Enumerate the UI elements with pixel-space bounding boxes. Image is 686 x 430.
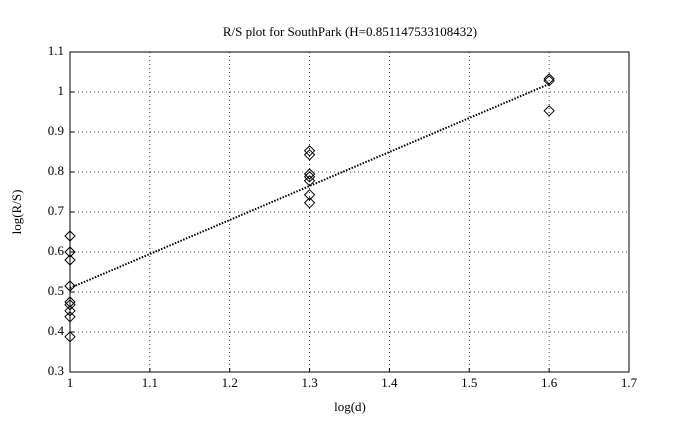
data-point <box>64 230 76 242</box>
x-tick-label: 1.2 <box>222 375 238 390</box>
y-tick-label: 0.5 <box>48 283 64 298</box>
data-point <box>543 73 555 85</box>
data-point <box>303 168 316 180</box>
data-point <box>303 189 316 201</box>
data-point <box>303 149 316 161</box>
data-point <box>64 254 76 266</box>
x-tick-label: 1.4 <box>381 375 398 390</box>
y-tick-label: 0.7 <box>48 203 65 218</box>
data-point <box>543 105 555 117</box>
y-axis-label: log(R/S) <box>9 190 24 235</box>
y-tick-label: 0.9 <box>48 123 64 138</box>
data-point <box>64 280 76 292</box>
x-axis-label: log(d) <box>334 399 366 414</box>
y-tick-label: 1 <box>58 83 65 98</box>
chart-title: R/S plot for SouthPark (H=0.851147533108… <box>223 24 477 39</box>
data-point <box>303 175 316 187</box>
y-tick-label: 0.3 <box>48 363 64 378</box>
data-point <box>64 246 76 258</box>
data-point <box>64 331 76 343</box>
data-point <box>303 171 316 183</box>
y-tick-label: 0.8 <box>48 163 64 178</box>
y-tick-label: 0.6 <box>48 243 65 258</box>
x-tick-label: 1.3 <box>301 375 317 390</box>
x-tick-label: 1 <box>67 375 74 390</box>
data-point <box>543 75 555 87</box>
data-point <box>64 311 76 323</box>
data-point <box>64 305 76 317</box>
data-point <box>64 296 76 308</box>
x-tick-label: 1.6 <box>541 375 558 390</box>
y-tick-label: 1.1 <box>48 43 64 58</box>
y-tick-label: 0.4 <box>48 323 65 338</box>
x-tick-label: 1.7 <box>621 375 638 390</box>
x-tick-label: 1.5 <box>461 375 477 390</box>
data-point <box>303 197 316 209</box>
x-tick-label: 1.1 <box>142 375 158 390</box>
data-point <box>64 299 76 311</box>
data-point <box>303 145 316 157</box>
